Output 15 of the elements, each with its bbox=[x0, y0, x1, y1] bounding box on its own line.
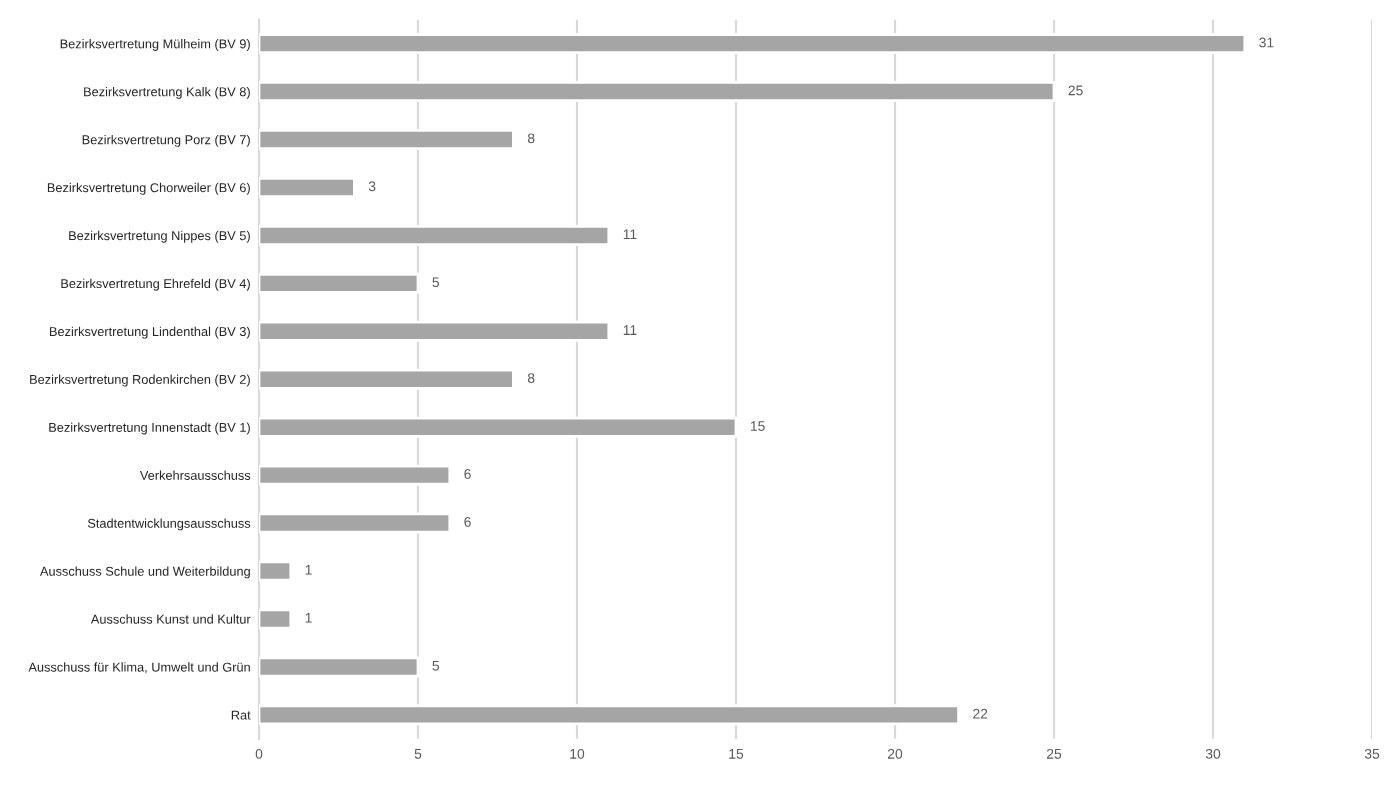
bar bbox=[259, 33, 1247, 55]
bar bbox=[259, 176, 356, 198]
bar bbox=[259, 81, 1056, 103]
bar bbox=[259, 129, 515, 151]
bar bbox=[259, 320, 611, 342]
bar bbox=[259, 416, 738, 438]
bar bbox=[259, 224, 611, 246]
bar bbox=[259, 656, 420, 678]
bar bbox=[259, 512, 452, 534]
bar bbox=[259, 368, 515, 390]
bar bbox=[259, 272, 420, 294]
bar bbox=[259, 704, 960, 726]
bar bbox=[259, 560, 293, 582]
bar bbox=[259, 608, 293, 630]
bar bbox=[259, 464, 452, 486]
